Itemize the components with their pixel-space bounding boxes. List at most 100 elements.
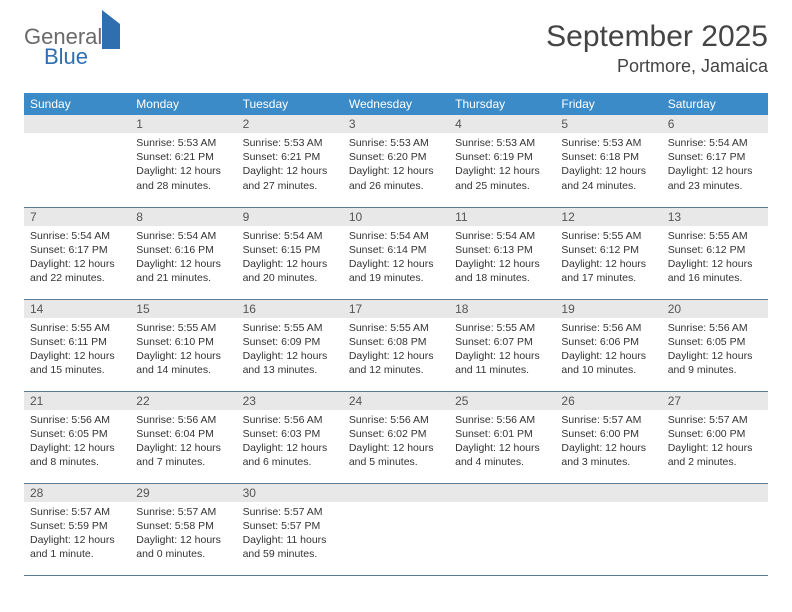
calendar-cell: 2Sunrise: 5:53 AMSunset: 6:21 PMDaylight… [237, 115, 343, 207]
daylight-text: Daylight: 12 hours and 21 minutes. [136, 257, 230, 285]
day-body: Sunrise: 5:56 AMSunset: 6:05 PMDaylight:… [24, 410, 130, 474]
sunset-text: Sunset: 6:05 PM [668, 335, 762, 349]
day-body: Sunrise: 5:55 AMSunset: 6:10 PMDaylight:… [130, 318, 236, 382]
calendar-cell: 24Sunrise: 5:56 AMSunset: 6:02 PMDayligh… [343, 391, 449, 483]
sunrise-text: Sunrise: 5:55 AM [30, 321, 124, 335]
sunset-text: Sunset: 6:15 PM [243, 243, 337, 257]
day-body: Sunrise: 5:53 AMSunset: 6:21 PMDaylight:… [130, 133, 236, 197]
sunset-text: Sunset: 6:18 PM [561, 150, 655, 164]
day-number: 1 [130, 115, 236, 133]
day-number: 2 [237, 115, 343, 133]
calendar-cell: 4Sunrise: 5:53 AMSunset: 6:19 PMDaylight… [449, 115, 555, 207]
day-body: Sunrise: 5:57 AMSunset: 6:00 PMDaylight:… [662, 410, 768, 474]
day-body: Sunrise: 5:56 AMSunset: 6:02 PMDaylight:… [343, 410, 449, 474]
calendar-cell: 13Sunrise: 5:55 AMSunset: 6:12 PMDayligh… [662, 207, 768, 299]
day-body: Sunrise: 5:55 AMSunset: 6:12 PMDaylight:… [555, 226, 661, 290]
page-title: September 2025 [546, 20, 768, 54]
weekday-header: Saturday [662, 93, 768, 115]
day-number: 14 [24, 300, 130, 318]
calendar-body: 1Sunrise: 5:53 AMSunset: 6:21 PMDaylight… [24, 115, 768, 575]
sunset-text: Sunset: 6:17 PM [30, 243, 124, 257]
day-body: Sunrise: 5:55 AMSunset: 6:09 PMDaylight:… [237, 318, 343, 382]
daylight-text: Daylight: 12 hours and 22 minutes. [30, 257, 124, 285]
sunrise-text: Sunrise: 5:53 AM [561, 136, 655, 150]
sunrise-text: Sunrise: 5:54 AM [30, 229, 124, 243]
day-body: Sunrise: 5:53 AMSunset: 6:20 PMDaylight:… [343, 133, 449, 197]
weekday-header: Sunday [24, 93, 130, 115]
sunrise-text: Sunrise: 5:53 AM [243, 136, 337, 150]
daylight-text: Daylight: 12 hours and 10 minutes. [561, 349, 655, 377]
daylight-text: Daylight: 12 hours and 28 minutes. [136, 164, 230, 192]
sunset-text: Sunset: 6:21 PM [136, 150, 230, 164]
sunrise-text: Sunrise: 5:54 AM [455, 229, 549, 243]
daylight-text: Daylight: 12 hours and 26 minutes. [349, 164, 443, 192]
day-number: 26 [555, 392, 661, 410]
daylight-text: Daylight: 12 hours and 19 minutes. [349, 257, 443, 285]
sunset-text: Sunset: 6:07 PM [455, 335, 549, 349]
daylight-text: Daylight: 12 hours and 3 minutes. [561, 441, 655, 469]
weekday-header: Monday [130, 93, 236, 115]
sunrise-text: Sunrise: 5:55 AM [668, 229, 762, 243]
day-number: 15 [130, 300, 236, 318]
daylight-text: Daylight: 12 hours and 4 minutes. [455, 441, 549, 469]
calendar-cell: 28Sunrise: 5:57 AMSunset: 5:59 PMDayligh… [24, 483, 130, 575]
location-label: Portmore, Jamaica [546, 56, 768, 77]
sunset-text: Sunset: 6:11 PM [30, 335, 124, 349]
day-body: Sunrise: 5:54 AMSunset: 6:14 PMDaylight:… [343, 226, 449, 290]
sunset-text: Sunset: 6:00 PM [668, 427, 762, 441]
sunrise-text: Sunrise: 5:57 AM [136, 505, 230, 519]
day-body: Sunrise: 5:53 AMSunset: 6:18 PMDaylight:… [555, 133, 661, 197]
calendar-cell [24, 115, 130, 207]
day-body: Sunrise: 5:53 AMSunset: 6:21 PMDaylight:… [237, 133, 343, 197]
daylight-text: Daylight: 12 hours and 24 minutes. [561, 164, 655, 192]
calendar-cell: 19Sunrise: 5:56 AMSunset: 6:06 PMDayligh… [555, 299, 661, 391]
sunrise-text: Sunrise: 5:54 AM [349, 229, 443, 243]
sunset-text: Sunset: 6:02 PM [349, 427, 443, 441]
day-number: 29 [130, 484, 236, 502]
page-header: General Blue September 2025 Portmore, Ja… [24, 20, 768, 77]
calendar-head: Sunday Monday Tuesday Wednesday Thursday… [24, 93, 768, 115]
day-number: 23 [237, 392, 343, 410]
sunrise-text: Sunrise: 5:54 AM [243, 229, 337, 243]
sunrise-text: Sunrise: 5:56 AM [455, 413, 549, 427]
day-body: Sunrise: 5:57 AMSunset: 5:57 PMDaylight:… [237, 502, 343, 566]
day-number: 9 [237, 208, 343, 226]
sunset-text: Sunset: 6:12 PM [561, 243, 655, 257]
calendar-cell: 23Sunrise: 5:56 AMSunset: 6:03 PMDayligh… [237, 391, 343, 483]
calendar-cell: 29Sunrise: 5:57 AMSunset: 5:58 PMDayligh… [130, 483, 236, 575]
day-body-empty [662, 502, 768, 562]
sunrise-text: Sunrise: 5:57 AM [30, 505, 124, 519]
weekday-header: Friday [555, 93, 661, 115]
daylight-text: Daylight: 11 hours and 59 minutes. [243, 533, 337, 561]
day-body: Sunrise: 5:54 AMSunset: 6:17 PMDaylight:… [24, 226, 130, 290]
calendar-cell: 5Sunrise: 5:53 AMSunset: 6:18 PMDaylight… [555, 115, 661, 207]
day-body: Sunrise: 5:55 AMSunset: 6:07 PMDaylight:… [449, 318, 555, 382]
day-number: 20 [662, 300, 768, 318]
daylight-text: Daylight: 12 hours and 5 minutes. [349, 441, 443, 469]
day-number: 22 [130, 392, 236, 410]
calendar-week-row: 14Sunrise: 5:55 AMSunset: 6:11 PMDayligh… [24, 299, 768, 391]
calendar-cell [555, 483, 661, 575]
sunrise-text: Sunrise: 5:55 AM [455, 321, 549, 335]
sunset-text: Sunset: 6:21 PM [243, 150, 337, 164]
sunrise-text: Sunrise: 5:55 AM [561, 229, 655, 243]
sunset-text: Sunset: 6:06 PM [561, 335, 655, 349]
logo-word2: Blue [44, 46, 120, 68]
day-body: Sunrise: 5:54 AMSunset: 6:13 PMDaylight:… [449, 226, 555, 290]
calendar-cell: 10Sunrise: 5:54 AMSunset: 6:14 PMDayligh… [343, 207, 449, 299]
day-body: Sunrise: 5:55 AMSunset: 6:12 PMDaylight:… [662, 226, 768, 290]
day-body: Sunrise: 5:57 AMSunset: 6:00 PMDaylight:… [555, 410, 661, 474]
day-body: Sunrise: 5:57 AMSunset: 5:59 PMDaylight:… [24, 502, 130, 566]
sunrise-text: Sunrise: 5:57 AM [243, 505, 337, 519]
sunrise-text: Sunrise: 5:57 AM [561, 413, 655, 427]
day-body: Sunrise: 5:56 AMSunset: 6:04 PMDaylight:… [130, 410, 236, 474]
day-number: 21 [24, 392, 130, 410]
day-number: 12 [555, 208, 661, 226]
sunset-text: Sunset: 6:14 PM [349, 243, 443, 257]
day-number: 10 [343, 208, 449, 226]
daylight-text: Daylight: 12 hours and 12 minutes. [349, 349, 443, 377]
calendar-cell: 21Sunrise: 5:56 AMSunset: 6:05 PMDayligh… [24, 391, 130, 483]
logo-triangle-icon [102, 10, 120, 49]
calendar-cell: 7Sunrise: 5:54 AMSunset: 6:17 PMDaylight… [24, 207, 130, 299]
calendar-cell: 22Sunrise: 5:56 AMSunset: 6:04 PMDayligh… [130, 391, 236, 483]
